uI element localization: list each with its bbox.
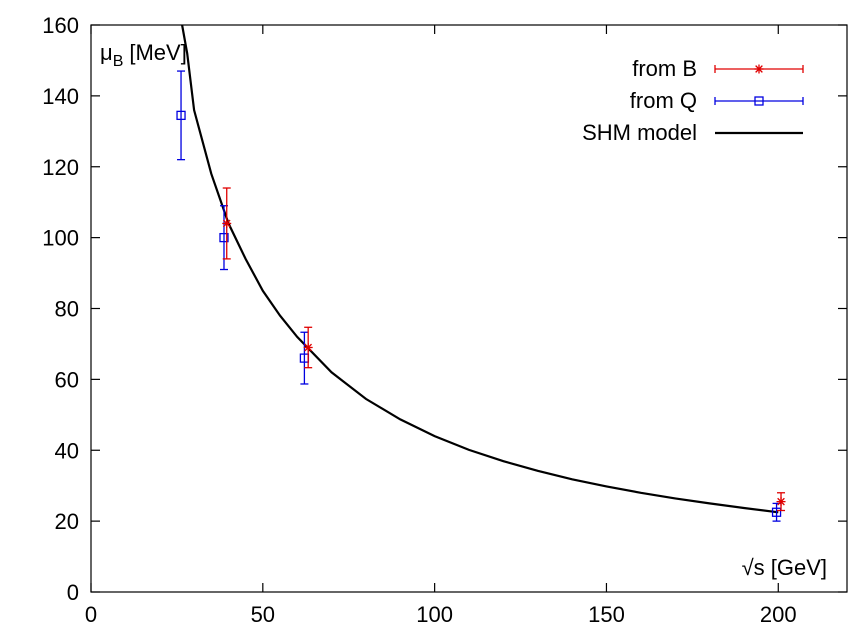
asterisk-stroke (777, 497, 785, 506)
legend-sample-from-q (714, 96, 804, 106)
axis-ticks (90, 24, 847, 593)
y-axis-label: μB [MeV] (100, 40, 187, 70)
x-tick-label: 50 (251, 602, 275, 627)
marker (303, 342, 313, 352)
y-tick-label: 100 (42, 226, 79, 251)
data-point (176, 70, 186, 161)
y-tick-label: 60 (55, 367, 79, 392)
legend-label-shm-model: SHM model (582, 120, 697, 145)
y-tick-label: 140 (42, 84, 79, 109)
data-point (222, 187, 232, 260)
axis-tick-labels: 0 50 100 150 200 0 20 40 60 80 100 120 140 160 (42, 13, 796, 627)
legend-label-from-b: from B (632, 56, 697, 81)
legend-label-from-q: from Q (630, 88, 697, 113)
x-axis-label: √s [GeV] (742, 555, 827, 580)
marker (771, 507, 782, 517)
x-tick-label: 0 (85, 602, 97, 627)
data-point (771, 502, 782, 522)
y-axis-label-subscript: B (113, 53, 124, 70)
legend-item-shm-model: SHM model (582, 120, 803, 145)
data-point (776, 492, 786, 512)
marker (176, 110, 186, 121)
legend-item-from-q: from Q (630, 88, 804, 113)
legend-sample-from-b (714, 64, 804, 74)
y-tick-label: 40 (55, 438, 79, 463)
data-point (303, 326, 313, 369)
asterisk-stroke (222, 219, 231, 228)
legend: from B from Q SHM model (582, 56, 804, 145)
legend-marker (754, 96, 764, 106)
legend-item-from-b: from B (632, 56, 804, 81)
series-layer (176, 24, 786, 522)
y-axis-label-symbol: μ (100, 40, 113, 65)
y-tick-label: 80 (55, 297, 79, 322)
x-tick-label: 150 (588, 602, 625, 627)
x-tick-label: 200 (760, 602, 797, 627)
marker (222, 218, 232, 228)
asterisk-stroke (755, 65, 763, 73)
asterisk-stroke (304, 343, 313, 352)
y-tick-label: 0 (67, 580, 79, 605)
series-from-q (176, 70, 782, 522)
series-shm-model (181, 24, 779, 514)
y-tick-label: 160 (42, 13, 79, 38)
series-from-b (222, 187, 786, 512)
y-tick-label: 120 (42, 155, 79, 180)
shm-model-line (181, 24, 779, 514)
marker (219, 232, 229, 243)
legend-marker (754, 64, 764, 74)
marker (776, 497, 786, 507)
y-tick-label: 20 (55, 509, 79, 534)
x-tick-label: 100 (416, 602, 453, 627)
y-axis-label-unit: [MeV] (129, 40, 186, 65)
